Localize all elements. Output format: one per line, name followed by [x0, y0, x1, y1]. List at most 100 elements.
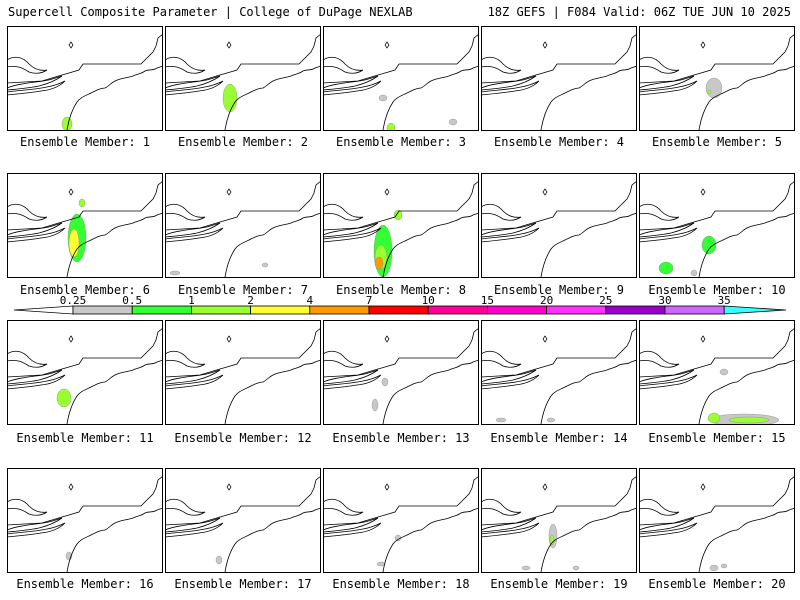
island-marker	[226, 41, 232, 49]
lake-outline	[165, 203, 206, 221]
coastline	[540, 212, 637, 278]
member-label: Ensemble Member: 13	[332, 431, 470, 445]
lake-outline	[323, 374, 382, 390]
coastline	[66, 65, 163, 131]
coastline	[540, 65, 637, 131]
colorbar-tick-label: 25	[599, 296, 612, 307]
island-marker	[542, 41, 548, 49]
ensemble-member-panel	[639, 173, 795, 278]
member-label: Ensemble Member: 14	[490, 431, 628, 445]
island-marker	[700, 41, 706, 49]
colorbar-segment	[309, 305, 370, 315]
border-line	[7, 327, 163, 378]
member-label: Ensemble Member: 15	[648, 431, 786, 445]
border-line	[639, 33, 795, 84]
island-marker	[68, 188, 74, 196]
coastline	[698, 359, 795, 425]
lake-outline	[323, 75, 379, 91]
coastline	[698, 212, 795, 278]
lake-outline	[323, 498, 364, 516]
lake-outline	[165, 517, 221, 533]
member-label: Ensemble Member: 5	[651, 135, 783, 149]
member-map	[7, 173, 163, 278]
island-marker	[384, 188, 390, 196]
ensemble-member-panel	[639, 26, 795, 131]
parameter-contour	[393, 209, 403, 221]
parameter-contour	[386, 122, 396, 131]
member-label: Ensemble Member: 12	[174, 431, 312, 445]
ensemble-member-panel	[7, 26, 163, 131]
member-label: Ensemble Member: 17	[174, 577, 312, 591]
parameter-contour	[169, 270, 181, 276]
lake-outline	[323, 56, 364, 74]
ensemble-member-panel	[165, 468, 321, 573]
lake-outline	[165, 522, 224, 538]
panel-frame	[165, 320, 321, 425]
lake-outline	[7, 80, 66, 96]
ensemble-member-panel	[7, 173, 163, 278]
coastline	[66, 212, 163, 278]
lake-outline	[165, 56, 206, 74]
island-marker	[226, 335, 232, 343]
ensemble-member-panel	[481, 468, 637, 573]
member-map	[481, 173, 637, 278]
parameter-contour	[376, 561, 386, 567]
panel-frame	[165, 26, 321, 131]
coastline	[382, 507, 479, 573]
lake-outline	[639, 203, 680, 221]
parameter-contour	[495, 417, 507, 423]
panel-frame	[323, 173, 479, 278]
island-marker	[542, 188, 548, 196]
border-line	[639, 327, 795, 378]
parameter-contour	[706, 89, 712, 95]
lake-outline	[639, 350, 680, 368]
border-line	[165, 475, 321, 526]
colorbar-tick-label: 1	[188, 296, 195, 307]
member-map	[323, 26, 479, 131]
lake-outline	[639, 56, 680, 74]
lake-outline	[481, 56, 522, 74]
parameter-contour	[690, 269, 698, 277]
border-line	[323, 327, 479, 378]
parameter-contour	[572, 565, 580, 571]
lake-outline	[165, 374, 224, 390]
member-map	[639, 26, 795, 131]
parameter-contour	[261, 262, 269, 268]
lake-outline	[165, 369, 221, 385]
colorbar-segment	[546, 305, 607, 315]
lake-outline	[481, 203, 522, 221]
lake-outline	[323, 369, 379, 385]
border-line	[7, 180, 163, 231]
lake-outline	[481, 222, 537, 238]
lake-outline	[323, 517, 379, 533]
lake-outline	[165, 75, 221, 91]
member-map	[7, 26, 163, 131]
panel-frame	[481, 320, 637, 425]
colorbar-segment	[190, 305, 251, 315]
lake-outline	[165, 498, 206, 516]
parameter-contour	[546, 417, 556, 423]
colorbar-segment	[131, 305, 192, 315]
border-line	[323, 475, 479, 526]
colorbar-tick-label: 30	[658, 296, 671, 307]
island-marker	[700, 188, 706, 196]
member-map	[165, 173, 321, 278]
colorbar-segment	[368, 305, 429, 315]
lake-outline	[165, 350, 206, 368]
coastline	[66, 507, 163, 573]
ensemble-member-panel	[323, 468, 479, 573]
panel-frame	[165, 173, 321, 278]
island-marker	[68, 41, 74, 49]
border-line	[481, 180, 637, 231]
ensemble-member-panel	[481, 26, 637, 131]
member-map	[481, 26, 637, 131]
member-label: Ensemble Member: 19	[490, 577, 628, 591]
ensemble-member-panel	[165, 26, 321, 131]
parameter-contour	[222, 83, 238, 113]
panel-frame	[639, 320, 795, 425]
lake-outline	[639, 75, 695, 91]
lake-outline	[639, 369, 695, 385]
lake-outline	[7, 498, 48, 516]
lake-outline	[7, 517, 63, 533]
member-map	[639, 468, 795, 573]
